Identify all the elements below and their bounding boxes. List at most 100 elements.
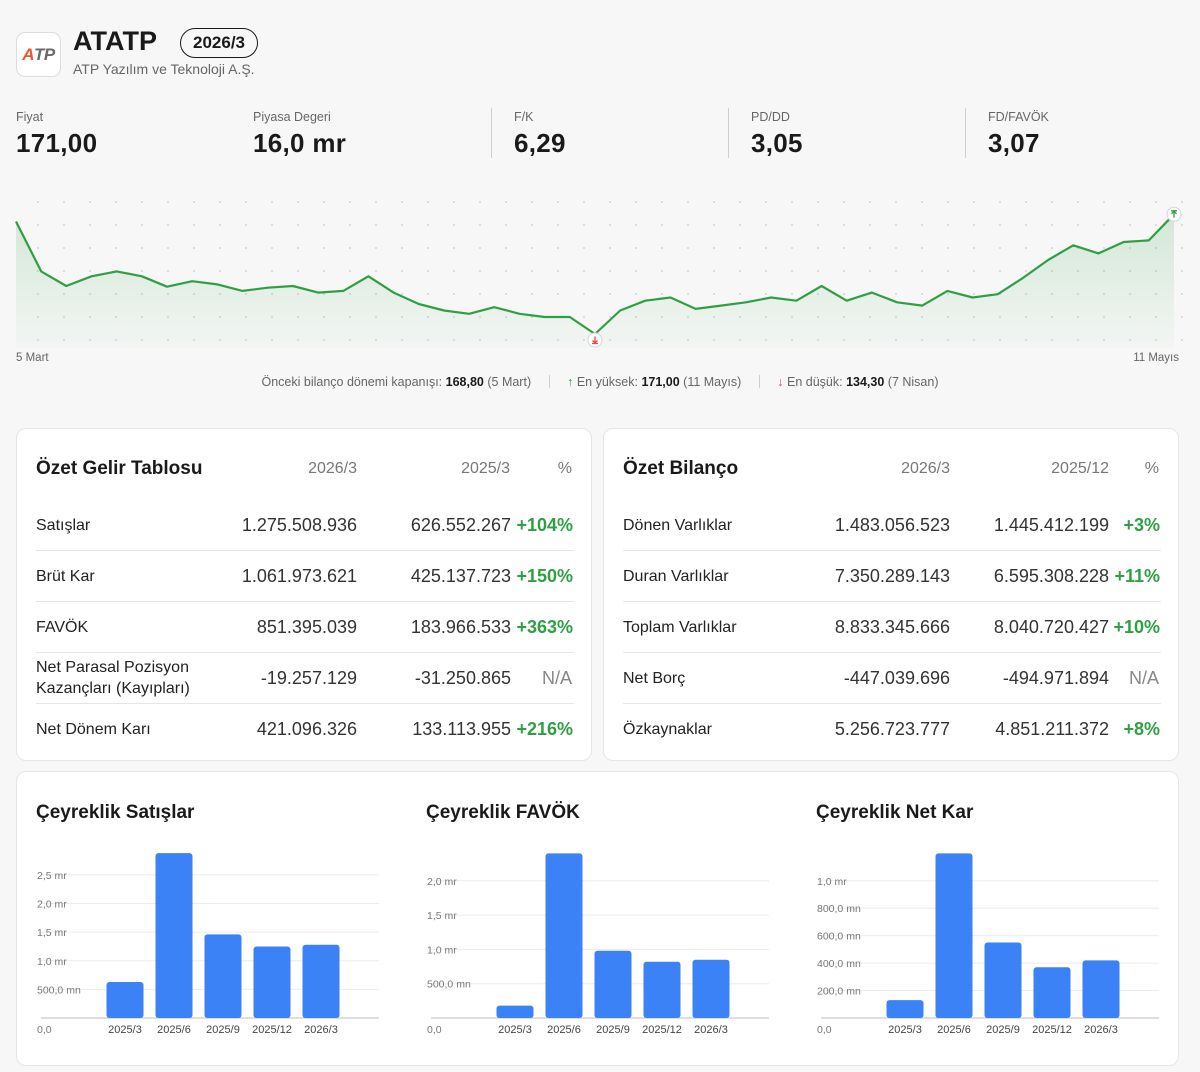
y-tick-label: 0,0 [427, 1024, 442, 1036]
grid-dot [947, 247, 949, 249]
grid-dot [635, 224, 637, 226]
company-name: ATP Yazılım ve Teknoloji A.Ş. [73, 61, 255, 77]
row-change: +104% [516, 514, 573, 535]
y-tick-label: 1,0 mr [817, 876, 847, 888]
grid-dot [193, 201, 195, 203]
grid-dot [635, 201, 637, 203]
price-line-chart[interactable] [14, 190, 1186, 360]
grid-dot [973, 224, 975, 226]
grid-dot [713, 293, 715, 295]
table-row: Duran Varlıklar 7.350.289.143 6.595.308.… [623, 551, 1161, 602]
metric-pb: PD/DD 3,05 [728, 108, 803, 158]
chart-start-date: 5 Mart [16, 352, 49, 364]
period-badge[interactable]: 2026/3 [180, 28, 258, 58]
grid-dot [63, 247, 65, 249]
y-tick-label: 1,5 mr [427, 910, 457, 922]
y-tick-label: 1,5 mr [37, 927, 67, 939]
grid-dot [271, 270, 273, 272]
bar[interactable] [204, 934, 242, 1018]
grid-dot [297, 201, 299, 203]
grid-dot [505, 224, 507, 226]
x-tick-label: 2025/6 [937, 1024, 971, 1036]
x-tick-label: 2026/3 [1084, 1024, 1118, 1036]
grid-dot [557, 247, 559, 249]
grid-dot [505, 270, 507, 272]
grid-dot [739, 247, 741, 249]
logo-letter-a: A [22, 44, 35, 64]
grid-dot [843, 224, 845, 226]
price-summary: Önceki bilanço dönemi kapanışı: 168,80 (… [0, 375, 1200, 389]
grid-dot [1181, 224, 1183, 226]
bar[interactable] [302, 944, 340, 1018]
table-row: Net Borç -447.039.696 -494.971.894 N/A [623, 653, 1161, 704]
grid-dot [1181, 201, 1183, 203]
grid-dot [895, 247, 897, 249]
grid-dot [531, 224, 533, 226]
chart-title-sales: Çeyreklik Satışlar [36, 802, 195, 823]
grid-dot [271, 201, 273, 203]
bar[interactable] [935, 853, 973, 1018]
grid-dot [921, 293, 923, 295]
grid-dot [427, 270, 429, 272]
row-value-current: -19.257.129 [260, 667, 357, 688]
grid-dot [37, 201, 39, 203]
metric-value: 6,29 [514, 128, 566, 158]
low-date: (7 Nisan) [887, 375, 939, 389]
metric-value: 3,07 [988, 128, 1040, 158]
y-tick-label: 2,0 mr [37, 899, 67, 911]
bar[interactable] [643, 961, 681, 1018]
bar[interactable] [155, 853, 193, 1018]
grid-dot [219, 201, 221, 203]
bar[interactable] [545, 853, 583, 1018]
grid-dot [999, 201, 1001, 203]
grid-dot [1025, 201, 1027, 203]
bar[interactable] [1033, 967, 1071, 1018]
grid-dot [505, 201, 507, 203]
prev-close-value: 168,80 [445, 375, 484, 389]
x-tick-label: 2025/3 [888, 1024, 922, 1036]
grid-dot [869, 224, 871, 226]
grid-dot [921, 224, 923, 226]
bar[interactable] [886, 1000, 924, 1018]
row-label: Net Parasal Pozisyon Kazançları (Kayıpla… [36, 659, 190, 697]
bar[interactable] [984, 942, 1022, 1018]
grid-dot [921, 201, 923, 203]
bar[interactable] [253, 946, 291, 1018]
grid-dot [245, 247, 247, 249]
grid-dot [791, 293, 793, 295]
metric-label: PD/DD [751, 110, 790, 124]
grid-dot [1103, 201, 1105, 203]
bar[interactable] [692, 959, 730, 1018]
bar[interactable] [106, 981, 144, 1018]
logo-letters-tp: TP [34, 44, 55, 64]
grid-dot [817, 201, 819, 203]
grid-dot [921, 247, 923, 249]
grid-dot [557, 293, 559, 295]
grid-dot [895, 270, 897, 272]
grid-dot [453, 224, 455, 226]
grid-dot [349, 270, 351, 272]
grid-dot [531, 247, 533, 249]
grid-dot [297, 247, 299, 249]
grid-dot [713, 224, 715, 226]
bar[interactable] [1082, 960, 1120, 1018]
metric-label: F/K [514, 110, 534, 124]
grid-dot [1129, 201, 1131, 203]
grid-dot [141, 247, 143, 249]
x-tick-label: 2025/3 [108, 1024, 142, 1036]
grid-dot [453, 270, 455, 272]
grid-dot [713, 201, 715, 203]
grid-dot [323, 201, 325, 203]
table-row: Satışlar 1.275.508.936 626.552.267 +104% [36, 500, 574, 551]
row-value-previous: 6.595.308.228 [993, 565, 1109, 586]
card-title: Özet Bilanço [623, 458, 739, 479]
bar[interactable] [594, 950, 632, 1018]
grid-dot [1025, 247, 1027, 249]
x-tick-label: 2025/9 [206, 1024, 240, 1036]
grid-dot [349, 201, 351, 203]
row-label: Duran Varlıklar [623, 567, 729, 585]
grid-dot [1103, 247, 1105, 249]
x-tick-label: 2025/6 [157, 1024, 191, 1036]
bar[interactable] [496, 1005, 534, 1018]
grid-dot [245, 201, 247, 203]
